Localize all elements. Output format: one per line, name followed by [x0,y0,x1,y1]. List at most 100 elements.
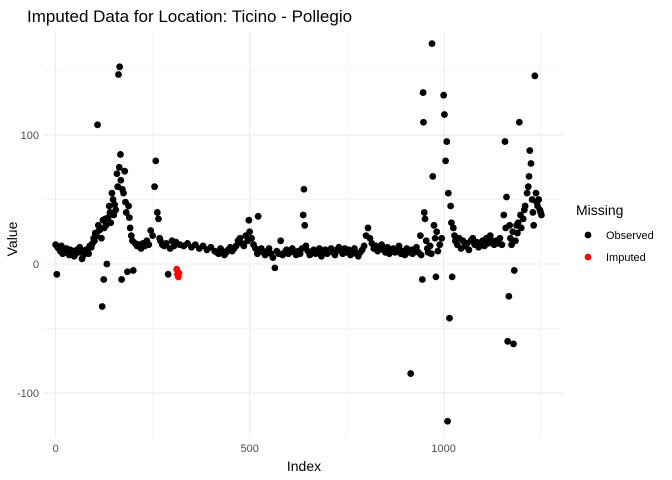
observed-point [446,314,453,322]
observed-point [440,91,448,99]
observed-point [246,228,254,236]
observed-point [510,267,518,274]
observed-point [301,221,309,229]
observed-point [269,254,277,261]
observed-point [152,157,160,165]
observed-point [413,243,420,251]
observed-point [521,202,529,210]
observed-point [232,242,240,250]
observed-point [519,215,527,223]
observed-point [444,189,452,197]
observed-point [111,201,119,209]
observed-point [429,172,437,180]
x-tick-label: 1000 [431,443,455,455]
observed-point [94,121,101,129]
data-points [52,40,545,425]
observed-point [110,211,118,219]
observed-point [436,241,444,249]
grid-lines [44,32,562,438]
observed-point [147,227,155,234]
observed-point [418,276,426,283]
observed-point [120,189,127,197]
observed-point [116,63,124,71]
observed-point [299,211,307,219]
observed-point [524,183,532,191]
observed-point [145,241,153,249]
observed-point [125,214,133,222]
observed-point [351,245,358,252]
observed-point [115,163,123,171]
observed-point [538,211,545,219]
observed-point [421,215,429,223]
observed-point [113,170,121,178]
observed-point [164,270,172,278]
observed-point [126,224,134,232]
legend-label-imputed: Imputed [606,252,646,264]
observed-point [92,232,100,240]
observed-point [503,193,510,201]
observed-point [296,250,304,258]
observed-point [360,242,368,250]
observed-point [98,234,105,242]
observed-point [85,250,93,258]
observed-point [531,72,539,80]
observed-point [532,189,540,197]
observed-point [428,40,436,47]
observed-point [448,219,455,227]
observed-point [117,151,124,158]
observed-point [129,267,137,274]
legend-label-observed: Observed [606,230,654,242]
x-tick-label: 0 [53,443,59,455]
observed-point [271,264,279,272]
observed-point [127,232,135,240]
observed-point [505,292,513,300]
observed-point [149,232,157,240]
observed-point [53,270,61,278]
observed-point [112,206,120,214]
observed-point [104,214,112,222]
observed-point [277,237,285,245]
observed-point [416,232,424,240]
observed-point [498,241,506,249]
observed-point [245,216,253,224]
observed-point [448,273,456,281]
plot-area [44,32,562,438]
observed-point [124,268,131,276]
observed-point [364,224,372,232]
legend-key-imputed [584,253,592,261]
observed-point [486,232,494,240]
y-tick-label: -100 [17,388,39,400]
observed-point [500,211,508,219]
observed-point [118,276,125,283]
observed-point [162,239,170,247]
y-tick-label: 100 [21,130,39,142]
observed-point [91,237,98,245]
observed-point [103,260,111,268]
observed-point [526,147,534,154]
observed-point [517,224,525,232]
observed-point [117,176,125,184]
observed-point [407,370,415,377]
observed-point [121,167,129,175]
observed-point [513,229,521,237]
observed-point [527,160,535,167]
observed-point [444,417,451,425]
observed-point [433,228,441,236]
observed-point [417,251,425,259]
y-tick-label: 0 [33,259,39,271]
observed-point [523,189,531,197]
observed-point [427,250,435,258]
observed-point [98,303,106,310]
observed-point [331,251,339,259]
observed-point [525,172,533,180]
observed-point [366,234,374,242]
observed-point [122,209,130,216]
observed-point [442,157,449,165]
y-axis-title: Value [4,221,20,256]
observed-point [125,202,132,210]
observed-point [529,209,537,216]
observed-point [465,246,473,254]
observed-point [105,202,113,210]
observed-point [395,242,403,250]
observed-point [506,234,514,242]
